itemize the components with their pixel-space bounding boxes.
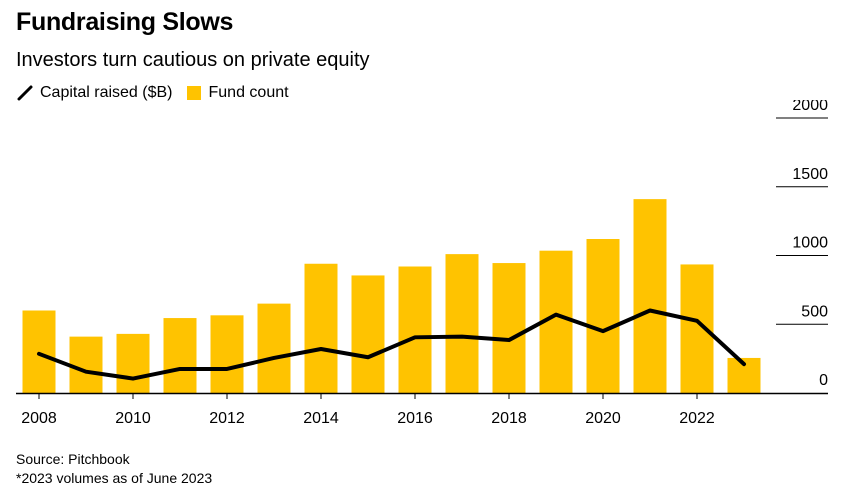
bar	[633, 199, 667, 393]
bar	[69, 336, 103, 393]
bar	[445, 254, 479, 393]
x-tick-label: 2022	[679, 410, 715, 427]
x-tick-label: 2010	[115, 410, 151, 427]
x-tick-label: 2008	[21, 410, 57, 427]
y-tick-label: 2000	[792, 100, 828, 114]
bar	[257, 303, 291, 393]
bar	[210, 315, 244, 393]
y-tick-label: 1500	[792, 166, 828, 183]
chart-title: Fundraising Slows	[16, 8, 234, 36]
chart-svg: 2000 1500 1000 500 0 2008 2010 2012 2014 2016 2018…	[16, 100, 828, 427]
footnote: *2023 volumes as of June 2023	[16, 470, 213, 486]
line-series-capital	[37, 308, 746, 381]
y-tick-label: 500	[801, 303, 828, 320]
x-tick-label: 2012	[209, 410, 245, 427]
legend-item-fund-count: Fund count	[186, 84, 289, 102]
chart-subtitle: Investors turn cautious on private equit…	[16, 49, 370, 71]
x-tick-label: 2018	[491, 410, 527, 427]
x-tick-label: 2014	[303, 410, 339, 427]
bar	[398, 266, 432, 393]
y-tick-label: 0	[819, 372, 828, 389]
bar	[680, 264, 714, 393]
source-note: Source: Pitchbook	[16, 451, 130, 467]
bar	[22, 310, 56, 393]
line-swatch-icon	[17, 85, 33, 101]
bar	[586, 239, 620, 393]
legend-label-fund-count: Fund count	[208, 84, 289, 101]
legend-item-capital: Capital raised ($B)	[16, 84, 173, 102]
bar	[116, 333, 150, 393]
bar	[351, 275, 385, 393]
legend: Capital raised ($B) Fund count	[16, 84, 303, 102]
bar	[163, 318, 197, 393]
bar	[304, 263, 338, 393]
bar-swatch-icon	[186, 86, 201, 100]
legend-label-capital: Capital raised ($B)	[40, 84, 173, 101]
y-tick-label: 1000	[792, 235, 828, 252]
x-tick-label: 2016	[397, 410, 433, 427]
bar	[492, 263, 526, 393]
x-tick-label: 2020	[585, 410, 621, 427]
